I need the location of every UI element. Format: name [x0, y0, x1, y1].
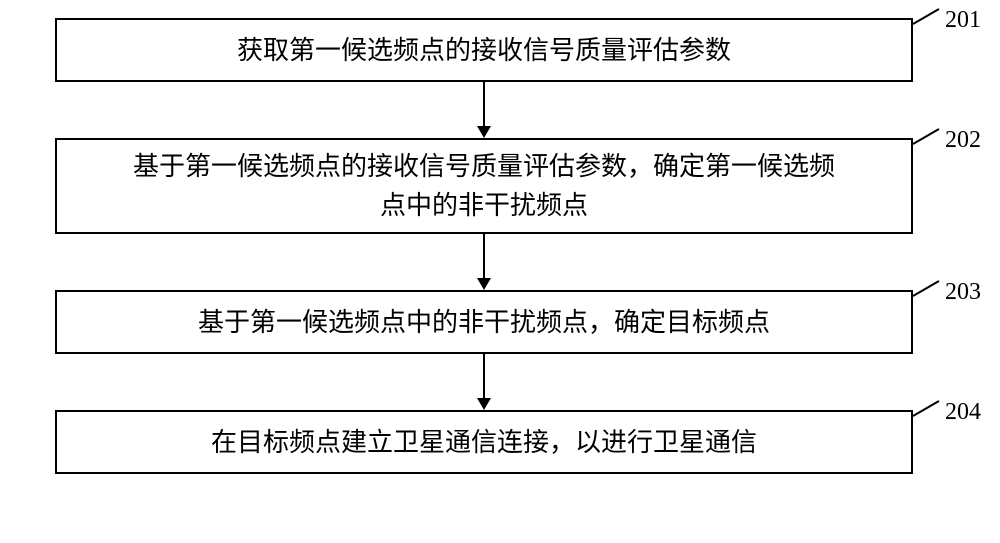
step-3-text: 基于第一候选频点中的非干扰频点，确定目标频点	[198, 303, 770, 342]
arrow-2-3-head	[477, 278, 491, 290]
step-3-label-line	[913, 280, 940, 297]
arrow-3-4	[483, 354, 485, 398]
step-3-label: 203	[945, 279, 981, 306]
flowchart-container: 获取第一候选频点的接收信号质量评估参数 201 基于第一候选频点的接收信号质量评…	[0, 0, 1000, 543]
step-4-text: 在目标频点建立卫星通信连接，以进行卫星通信	[211, 423, 757, 462]
arrow-1-2	[483, 82, 485, 126]
step-1-label: 201	[945, 7, 981, 34]
step-4-label-line	[913, 400, 940, 417]
step-4-label: 204	[945, 399, 981, 426]
arrow-2-3	[483, 234, 485, 278]
flowchart-step-1: 获取第一候选频点的接收信号质量评估参数	[55, 18, 913, 82]
arrow-1-2-head	[477, 126, 491, 138]
arrow-3-4-head	[477, 398, 491, 410]
flowchart-step-3: 基于第一候选频点中的非干扰频点，确定目标频点	[55, 290, 913, 354]
step-2-text: 基于第一候选频点的接收信号质量评估参数，确定第一候选频 点中的非干扰频点	[133, 147, 835, 225]
flowchart-step-4: 在目标频点建立卫星通信连接，以进行卫星通信	[55, 410, 913, 474]
flowchart-step-2: 基于第一候选频点的接收信号质量评估参数，确定第一候选频 点中的非干扰频点	[55, 138, 913, 234]
step-1-label-line	[913, 8, 940, 25]
step-1-text: 获取第一候选频点的接收信号质量评估参数	[237, 31, 731, 70]
step-2-label-line	[913, 128, 940, 145]
step-2-label: 202	[945, 127, 981, 154]
